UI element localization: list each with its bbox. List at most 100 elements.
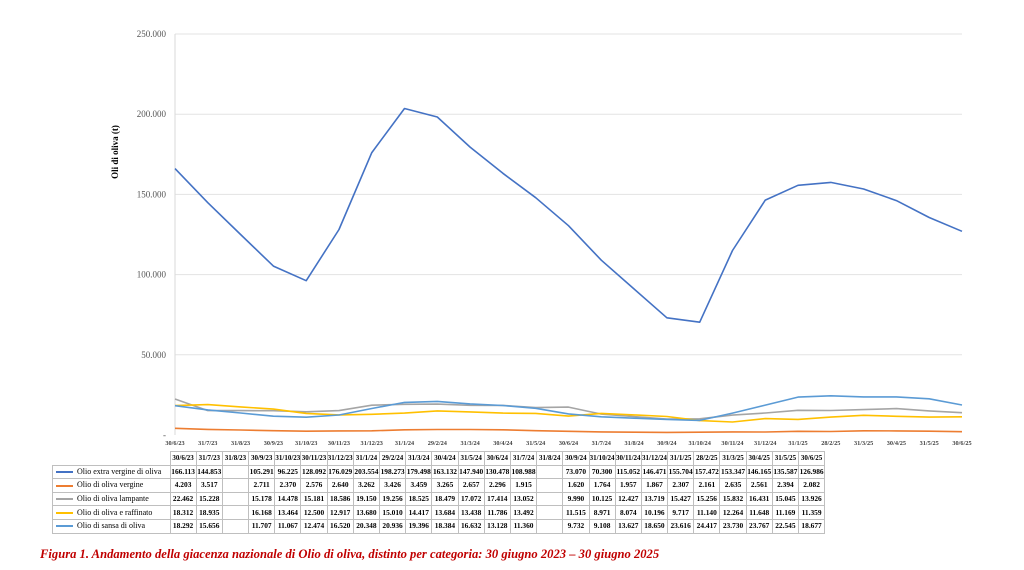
table-cell: 9.108	[588, 518, 616, 534]
x-tick-label: 31/8/24	[624, 440, 644, 447]
table-cell: 13.627	[614, 518, 642, 534]
y-tick-label: 100.000	[137, 270, 167, 280]
legend-swatch	[56, 511, 73, 514]
x-tick-label: 30/4/24	[493, 440, 513, 447]
table-cell	[221, 491, 250, 507]
figure-caption: Figura 1. Andamento della giacenza nazio…	[40, 547, 660, 561]
table-cell: 18.292	[169, 518, 197, 534]
table-cell: 2.307	[667, 478, 695, 493]
table-cell: 16.431	[745, 491, 773, 507]
table-cell: 157.472	[693, 464, 721, 480]
table-cell: 108.988	[509, 464, 538, 480]
table-column-header: 31/5/24	[457, 451, 485, 466]
table-cell: 15.832	[719, 491, 747, 507]
table-cell: 135.587	[771, 464, 800, 480]
table-cell: 11.359	[797, 505, 826, 520]
table-cell: 198.273	[378, 464, 407, 480]
table-cell: 2.640	[326, 478, 354, 493]
table-cell	[221, 505, 250, 520]
data-table: 30/6/23 31/7/23 31/8/23 30/9/23 31/10/23 30/1…	[52, 451, 826, 534]
table-cell: 13.464	[274, 505, 302, 520]
table-cell: 11.707	[248, 518, 276, 534]
table-column-header: 29/2/24	[378, 451, 407, 466]
x-tick-label: 31/7/23	[198, 440, 217, 447]
series-line-4	[174, 403, 963, 423]
table-column-header: 31/5/25	[771, 451, 800, 466]
table-cell: 15.045	[771, 491, 800, 507]
table-cell: 11.140	[693, 505, 721, 520]
legend-swatch	[56, 525, 73, 528]
x-tick-label: 31/1/24	[395, 440, 415, 447]
x-tick-label: 31/12/23	[361, 440, 383, 447]
table-cell: 17.072	[457, 491, 485, 507]
table-cell: 18.479	[431, 491, 459, 507]
table-cell: 13.492	[509, 505, 538, 520]
table-cell: 9.990	[562, 491, 590, 507]
table-cell	[221, 478, 250, 493]
table-cell: 12.264	[719, 505, 747, 520]
table-cell: 8.074	[614, 505, 642, 520]
table-column-header: 30/4/25	[745, 451, 773, 466]
table-cell: 3.459	[405, 478, 433, 493]
series-line-3	[174, 398, 963, 420]
table-column-header: 31/12/23	[326, 451, 354, 466]
x-tick-label: 31/10/24	[688, 440, 711, 447]
legend-swatch	[56, 471, 73, 474]
table-cell: 2.711	[248, 478, 276, 493]
table-row: Olio extra vergine di oliva 166.113 144.85…	[52, 464, 826, 480]
x-tick-label: 30/11/23	[328, 440, 350, 447]
table-cell: 3.265	[431, 478, 459, 493]
legend-swatch	[56, 498, 73, 501]
table-cell: 18.384	[431, 518, 459, 534]
table-cell	[221, 518, 250, 534]
table-cell: 105.291	[248, 464, 276, 480]
table-cell: 3.426	[378, 478, 407, 493]
table-column-header: 31/7/23	[195, 451, 223, 466]
table-cell: 128.092	[300, 464, 328, 480]
x-tick-label: 30/6/24	[559, 440, 579, 447]
table-cell: 166.113	[169, 464, 197, 480]
x-tick-label: 31/5/25	[920, 440, 939, 447]
table-cell: 1.764	[588, 478, 616, 493]
legend-entry: Olio di oliva vergine	[52, 478, 171, 493]
table-column-header: 31/7/24	[509, 451, 538, 466]
table-column-header: 31/8/24	[536, 451, 564, 466]
table-cell: 96.225	[274, 464, 302, 480]
table-cell: 15.181	[300, 491, 328, 507]
table-cell: 15.427	[667, 491, 695, 507]
table-cell: 2.370	[274, 478, 302, 493]
table-cell	[536, 478, 564, 493]
table-cell: 11.786	[483, 505, 511, 520]
table-cell: 16.520	[326, 518, 354, 534]
table-cell: 13.438	[457, 505, 485, 520]
gridlines	[174, 33, 962, 435]
table-cell: 11.648	[745, 505, 773, 520]
table-cell: 15.256	[693, 491, 721, 507]
table-cell: 9.717	[667, 505, 695, 520]
table-cell: 19.396	[405, 518, 433, 534]
table-cell: 15.178	[248, 491, 276, 507]
y-axis-label: Oli di oliva (t)	[110, 125, 120, 179]
table-cell: 23.767	[745, 518, 773, 534]
x-tick-label: 29/2/24	[428, 440, 448, 447]
table-cell: 16.168	[248, 505, 276, 520]
table-column-header: 30/6/23	[169, 451, 197, 466]
table-cell: 15.656	[195, 518, 223, 534]
table-cell: 10.196	[640, 505, 669, 520]
x-tick-label: 31/8/23	[231, 440, 250, 447]
x-tick-label: 28/2/25	[821, 440, 840, 447]
table-cell: 147.940	[457, 464, 485, 480]
legend-label: Olio extra vergine di oliva	[77, 466, 162, 476]
table-cell: 19.256	[378, 491, 407, 507]
table-row: Olio di oliva lampante 22.462 15.228 15.178…	[52, 491, 826, 507]
table-cell: 2.561	[745, 478, 773, 493]
table-cell: 2.576	[300, 478, 328, 493]
table-cell: 130.478	[483, 464, 511, 480]
table-column-header: 31/12/24	[640, 451, 669, 466]
table-cell: 73.070	[562, 464, 590, 480]
table-cell	[221, 464, 250, 480]
x-tick-label: 30/6/23	[165, 440, 184, 447]
table-cell: 11.169	[771, 505, 800, 520]
table-column-header: 30/9/24	[562, 451, 590, 466]
series-lines	[174, 107, 963, 434]
